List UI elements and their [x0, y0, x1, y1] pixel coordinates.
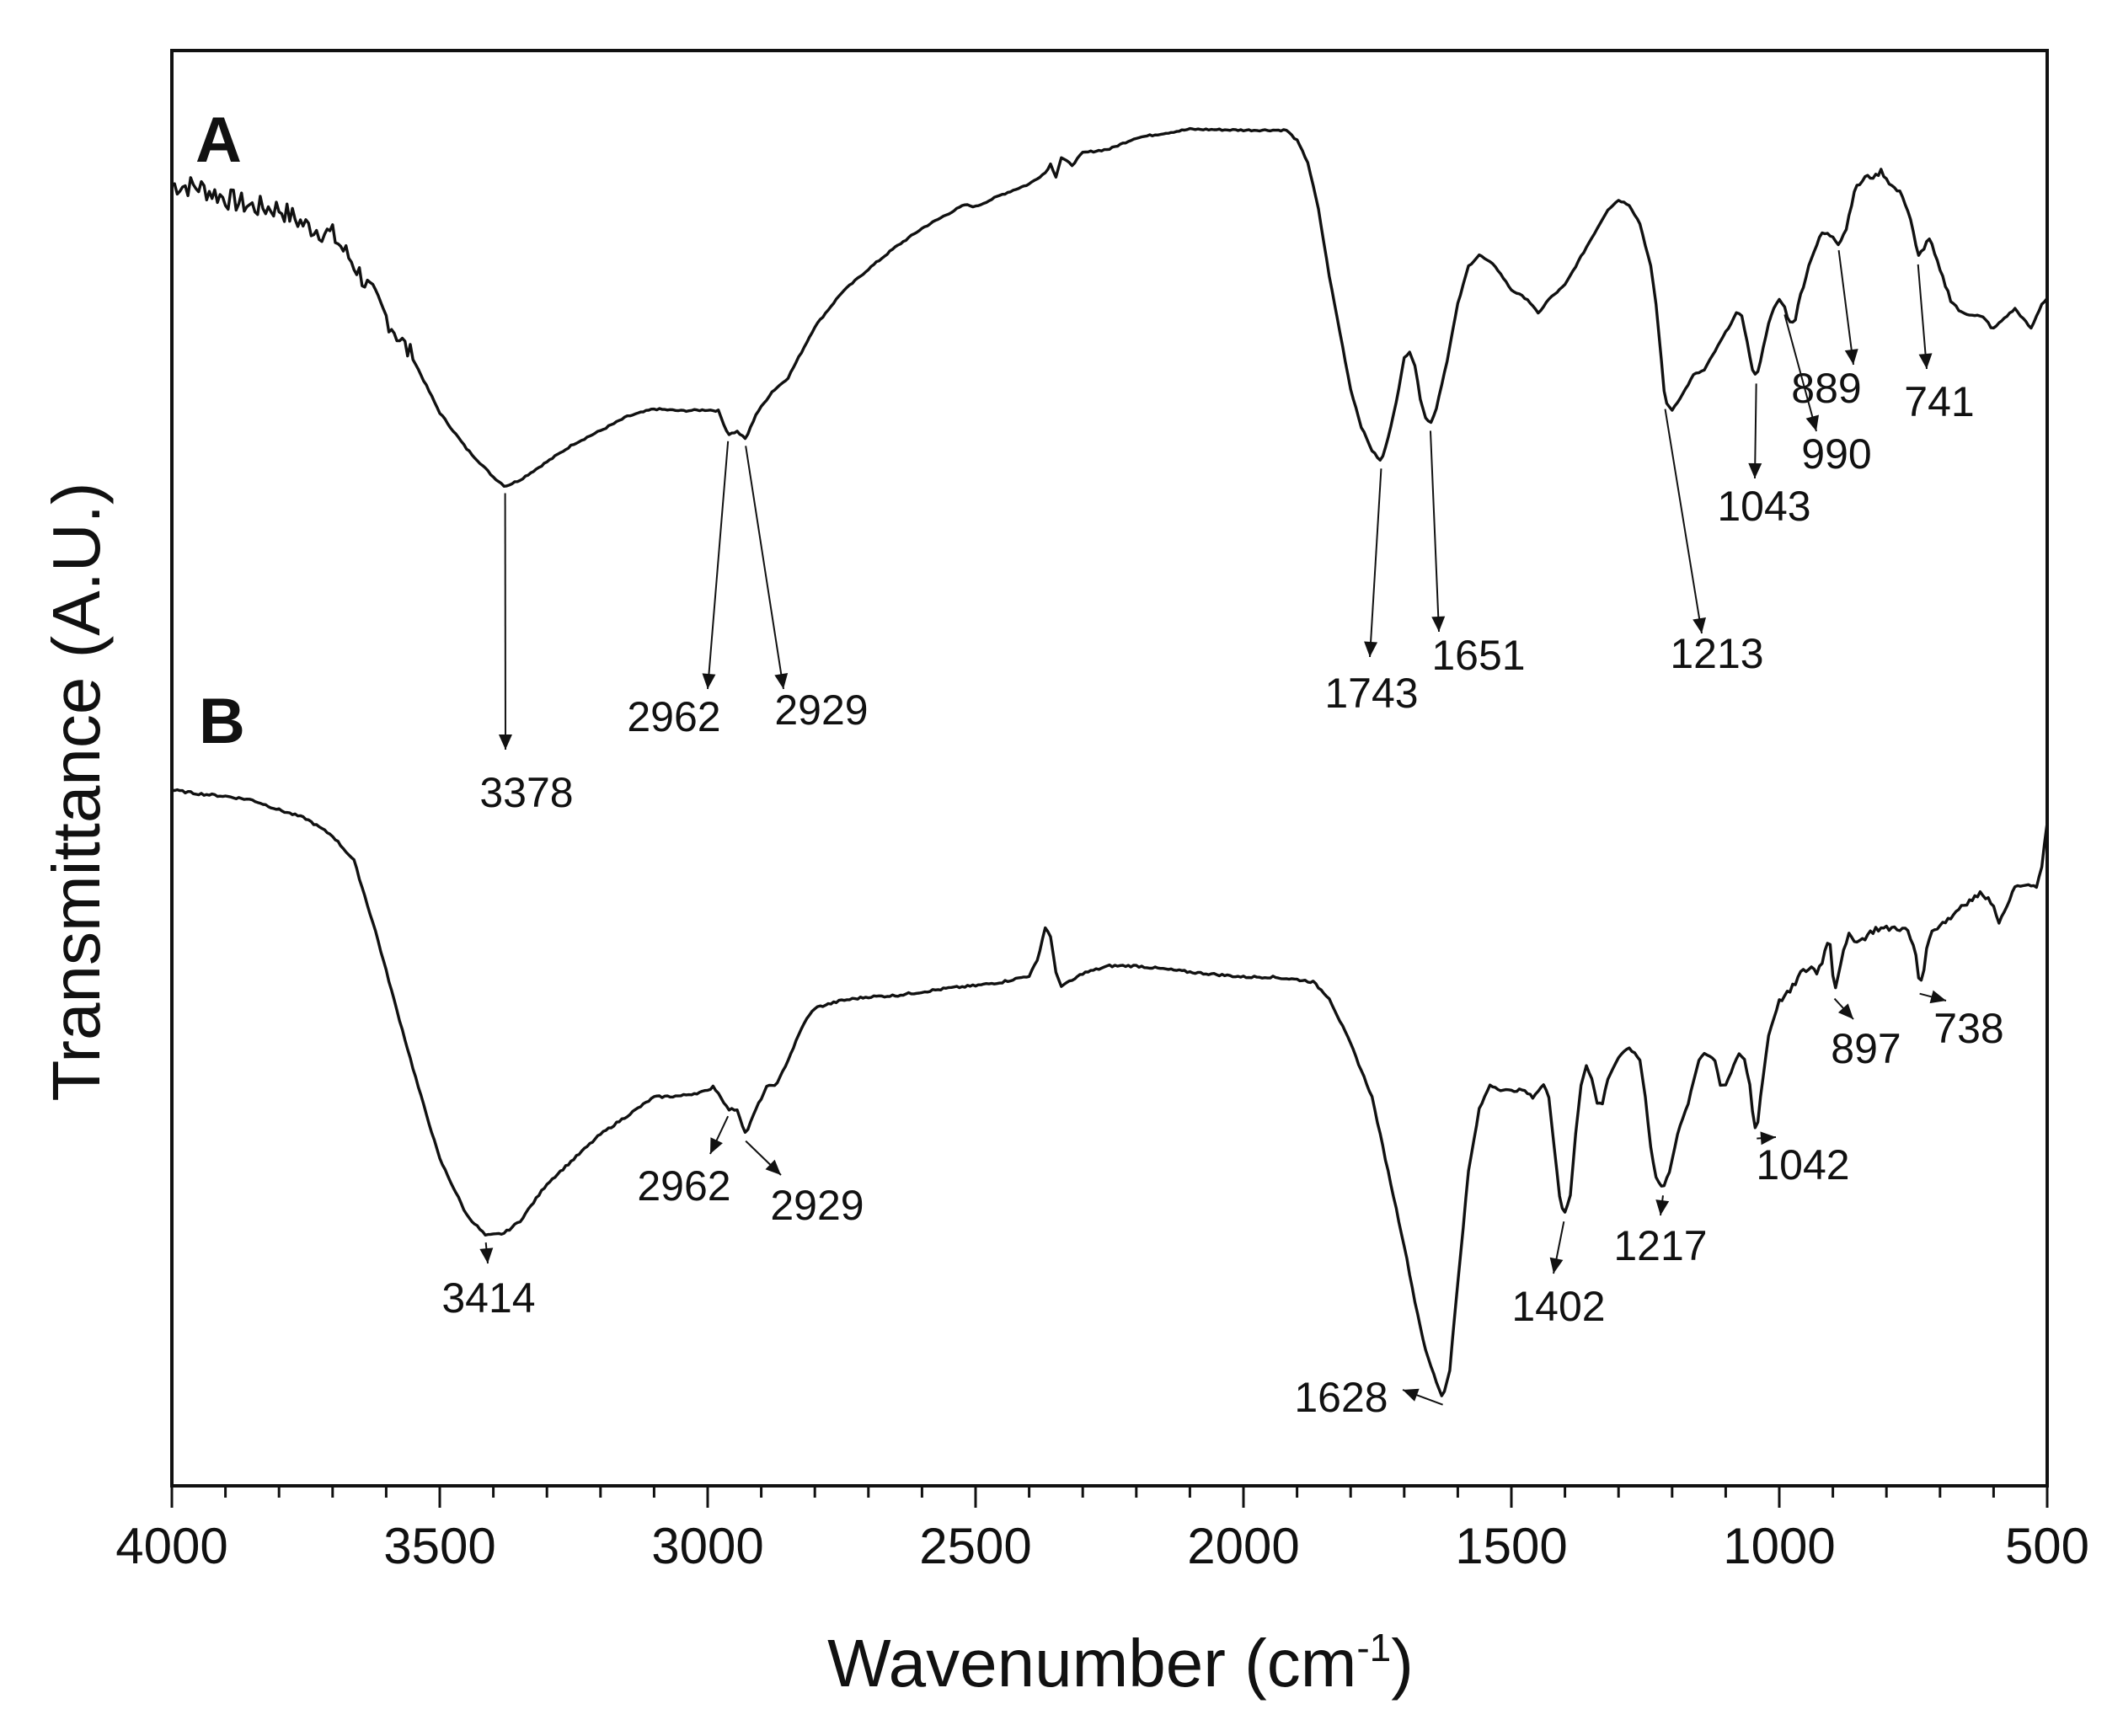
peak-arrowhead — [1403, 1389, 1420, 1402]
peak-arrowhead — [1845, 349, 1858, 365]
peak-label-a: 1043 — [1717, 483, 1810, 530]
peak-label-b: 1628 — [1294, 1374, 1388, 1421]
panel-label-b: B — [199, 686, 245, 757]
peak-label-a: 2962 — [627, 693, 720, 740]
peak-arrowhead — [703, 673, 716, 689]
peak-label-a: 741 — [1904, 378, 1974, 425]
peak-arrow-line — [1918, 264, 1927, 369]
peak-label-a: 1651 — [1431, 632, 1525, 679]
peak-label-a: 1213 — [1670, 630, 1763, 677]
peak-label-b: 897 — [1831, 1025, 1901, 1072]
peak-arrow-line — [708, 441, 728, 689]
x-tick-label: 4000 — [115, 1518, 227, 1574]
peak-arrow-line — [1370, 468, 1381, 657]
peak-label-b: 3414 — [441, 1274, 535, 1322]
peak-arrowhead — [1930, 991, 1946, 1003]
peak-arrowhead — [1748, 463, 1762, 478]
peak-label-b: 2962 — [637, 1162, 730, 1210]
x-tick-label: 500 — [2005, 1518, 2089, 1574]
peak-arrowhead — [1550, 1258, 1564, 1274]
peak-arrowhead — [1364, 642, 1377, 657]
peak-arrowhead — [1806, 415, 1819, 431]
plot-frame — [172, 51, 2047, 1486]
y-axis-title: Transmittance (A.U.) — [39, 483, 114, 1102]
peak-arrowhead — [1655, 1199, 1669, 1215]
peak-label-b: 1402 — [1511, 1283, 1605, 1330]
peak-arrow-line — [746, 446, 783, 689]
peak-label-a: 1743 — [1324, 670, 1418, 717]
peak-label-b: 1217 — [1613, 1222, 1707, 1269]
peak-arrow-line — [1666, 409, 1702, 633]
panel-label-a: A — [195, 104, 242, 176]
peak-label-a: 990 — [1801, 430, 1871, 478]
peak-label-a: 2929 — [774, 686, 868, 734]
x-tick-label: 1000 — [1723, 1518, 1835, 1574]
peak-label-b: 738 — [1933, 1005, 2003, 1052]
x-tick-label: 2500 — [919, 1518, 1031, 1574]
peak-label-b: 2929 — [770, 1182, 864, 1229]
x-tick-label: 3500 — [383, 1518, 495, 1574]
peak-arrowhead — [479, 1247, 493, 1263]
peak-label-a: 889 — [1791, 365, 1861, 412]
peak-arrowhead — [499, 734, 512, 750]
x-tick-label: 3000 — [651, 1518, 763, 1574]
spectrum-line-a — [172, 129, 2047, 487]
x-tick-label: 1500 — [1455, 1518, 1567, 1574]
peak-arrow-line — [1430, 430, 1439, 632]
peak-label-a: 3378 — [479, 769, 573, 816]
peak-arrowhead — [1919, 353, 1933, 369]
peak-label-b: 1042 — [1756, 1141, 1849, 1188]
x-axis-title: Wavenumber (cm-1) — [827, 1626, 1414, 1701]
x-tick-label: 2000 — [1187, 1518, 1299, 1574]
peak-arrow-line — [1839, 250, 1853, 365]
peak-arrowhead — [1431, 617, 1445, 632]
